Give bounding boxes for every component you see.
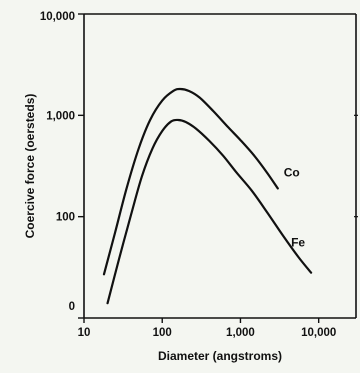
x-tick-label: 100 xyxy=(153,327,172,339)
y-axis-ticks: 0 100 1,000 10,000 xyxy=(40,11,358,319)
x-axis-ticks: 10 100 1,000 10,000 xyxy=(78,318,336,339)
y-tick-label: 10,000 xyxy=(40,11,75,23)
series-line-fe xyxy=(106,118,313,305)
x-tick-label: 1,000 xyxy=(226,327,255,339)
y-tick-label: 0 xyxy=(69,301,75,313)
plot-frame xyxy=(83,13,357,319)
y-axis-title: Coercive force (oersteds) xyxy=(23,94,37,239)
x-tick-label: 10,000 xyxy=(301,327,336,339)
y-tick-label: 100 xyxy=(56,212,75,224)
x-axis-title: Diameter (angstroms) xyxy=(158,349,282,363)
series-label-fe: Fe xyxy=(291,236,305,250)
series-line-co xyxy=(102,87,279,276)
series-label-co: Co xyxy=(284,165,300,179)
series-lines xyxy=(102,87,313,305)
y-tick-label: 1,000 xyxy=(46,110,75,122)
x-tick-label: 10 xyxy=(78,327,91,339)
series-labels: Co Fe xyxy=(284,165,306,249)
